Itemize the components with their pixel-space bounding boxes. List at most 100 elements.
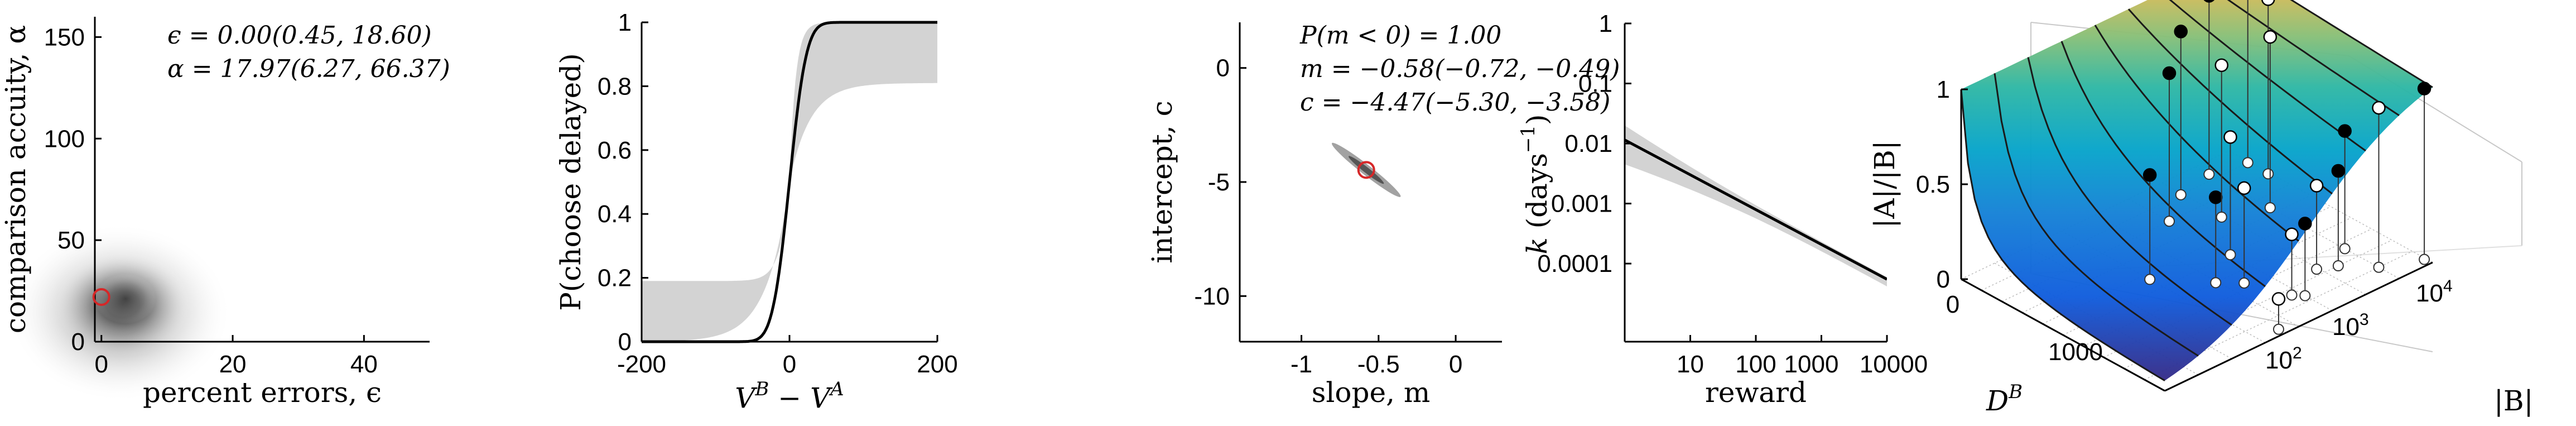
y-axis-label: |B| <box>2494 385 2533 417</box>
value-surface <box>1961 0 2433 381</box>
y-tick-label: 150 <box>44 23 85 51</box>
point-estimate-marker <box>92 288 110 306</box>
x-tick-label: 10 <box>1677 351 1704 378</box>
point-base-marker <box>2311 264 2323 275</box>
annotation-slope: m = −0.58(−0.72, −0.49) <box>1300 55 1620 83</box>
y-axis-label: comparison accuity, α <box>0 25 32 333</box>
point-base-marker <box>2144 274 2156 285</box>
point-base-marker <box>2164 216 2175 227</box>
x-axis-label: VB − VA <box>735 378 844 414</box>
x-tick-label: 10000 <box>1860 351 1928 378</box>
x-tick-label: -200 <box>617 351 666 378</box>
chose-delayed-point <box>2174 25 2188 39</box>
x-ticks: -200 0 200 <box>617 335 958 378</box>
point-base-marker <box>2272 323 2284 335</box>
x-tick-label: 0 <box>783 351 796 378</box>
credible-band <box>642 22 937 342</box>
y-tick-label: 0.8 <box>598 73 632 100</box>
chose-delayed-point <box>2203 0 2214 3</box>
point-base-marker <box>2175 189 2187 200</box>
panel-posterior-slope-intercept: -1 -0.5 0 0 -5 -10 P(m < 0) = 1.00 m = −0.58… <box>1146 21 1620 409</box>
x-tick-label: 20 <box>219 351 247 378</box>
z-ticks: 00.51 <box>1916 76 1968 293</box>
contour-line <box>2127 8 2333 195</box>
x-tick-label: -0.5 <box>1357 351 1400 378</box>
y-tick-label: 50 <box>57 227 85 254</box>
z-tick-label: 1 <box>1937 76 1950 103</box>
sample-cloud-core <box>1349 156 1384 184</box>
y-tick-label-10000: 104 <box>2416 277 2453 307</box>
y-tick-label-100: 102 <box>2265 344 2302 374</box>
density-cloud <box>8 223 232 402</box>
contour-line <box>2227 0 2400 116</box>
chose-delayed-point <box>2331 164 2346 178</box>
chose-delayed-point <box>2417 82 2431 95</box>
point-base-marker <box>2203 169 2215 180</box>
contour-line <box>2094 25 2299 242</box>
y-axis-label: P(choose delayed) <box>555 53 587 310</box>
point-base-marker <box>2373 261 2385 273</box>
y-ticks: 0 50 100 150 <box>44 23 102 356</box>
chose-delayed-point <box>2298 217 2312 231</box>
y-axis-line <box>2164 261 2433 392</box>
chose-immediate-point <box>2372 100 2386 115</box>
y-tick-label-1000: 103 <box>2332 310 2369 341</box>
x-tick-label: 200 <box>917 351 957 378</box>
x-ticks: -1 -0.5 0 <box>1291 335 1462 378</box>
y-tick-label: -10 <box>1194 283 1230 310</box>
x-tick-label: 0 <box>95 351 108 378</box>
chose-immediate-point <box>2309 179 2324 193</box>
annotation-alpha: α = 17.97(6.27, 66.37) <box>167 55 450 83</box>
chose-delayed-point <box>2142 168 2157 182</box>
point-base-marker <box>2216 211 2227 223</box>
point-base-marker <box>2238 277 2250 289</box>
chose-immediate-point <box>2271 292 2286 306</box>
x-tick-label: 100 <box>1735 351 1776 378</box>
y-tick-label: 0.6 <box>598 137 632 164</box>
y-ticks: 0 -5 -10 <box>1194 55 1246 310</box>
y-tick-label: 100 <box>44 125 85 152</box>
y-axis-label: k (days−1) <box>1517 114 1553 254</box>
data-points <box>2142 0 2431 335</box>
y-tick-label: 0.4 <box>598 200 632 228</box>
x-axis-label: slope, m <box>1312 376 1431 409</box>
chose-immediate-point <box>2261 0 2275 6</box>
y-tick-label: 0 <box>71 328 85 356</box>
panel-discount-surface-3d: 00.51 0 1000 102 103 104 |A|/|B| DB |B| <box>1869 0 2533 417</box>
x-tick-label: 0 <box>1449 351 1462 378</box>
point-base-marker <box>2224 249 2236 261</box>
chose-immediate-point <box>2237 181 2251 195</box>
chose-immediate-point <box>2263 30 2278 44</box>
chose-delayed-point <box>2338 124 2352 138</box>
contour-line <box>2290 0 2433 88</box>
chose-delayed-point <box>2162 66 2177 80</box>
density-peak <box>95 274 156 324</box>
x-ticks: 0 20 40 <box>95 335 378 378</box>
credible-band <box>1625 125 1887 286</box>
x-axis-label: DB <box>1986 381 2023 417</box>
x-tick-label: 40 <box>350 351 378 378</box>
point-base-marker <box>2264 202 2276 214</box>
chose-delayed-point <box>2209 190 2223 204</box>
point-base-marker <box>2286 289 2298 301</box>
point-base-marker <box>2242 157 2254 169</box>
x-tick-label: 1000 <box>1784 351 1839 378</box>
point-estimate-marker <box>1357 161 1375 179</box>
point-base-marker <box>2262 168 2274 180</box>
x-ticks: 10 100 1000 10000 <box>1677 335 1928 378</box>
contour-line <box>2169 0 2366 152</box>
y-tick-label: 0.01 <box>1564 130 1612 157</box>
x-tick-label: -1 <box>1291 351 1312 378</box>
y-tick-label: 1 <box>1599 10 1612 37</box>
chose-immediate-point <box>2214 58 2229 73</box>
panel-discount-rate: 10 100 1000 10000 1 0.1 0.01 0.001 0.0001 rewar… <box>1517 10 1928 409</box>
surface-contours <box>1960 0 2433 381</box>
point-base-marker <box>2339 243 2351 255</box>
y-ticks: 0 0.2 0.4 0.6 0.8 1 <box>598 9 648 356</box>
y-tick-label: 1 <box>618 9 632 36</box>
z-tick-label: 0.5 <box>1916 171 1950 198</box>
median-line <box>1625 138 1887 281</box>
y-tick-label: 0.0001 <box>1537 250 1612 277</box>
contour-line <box>2027 57 2232 326</box>
